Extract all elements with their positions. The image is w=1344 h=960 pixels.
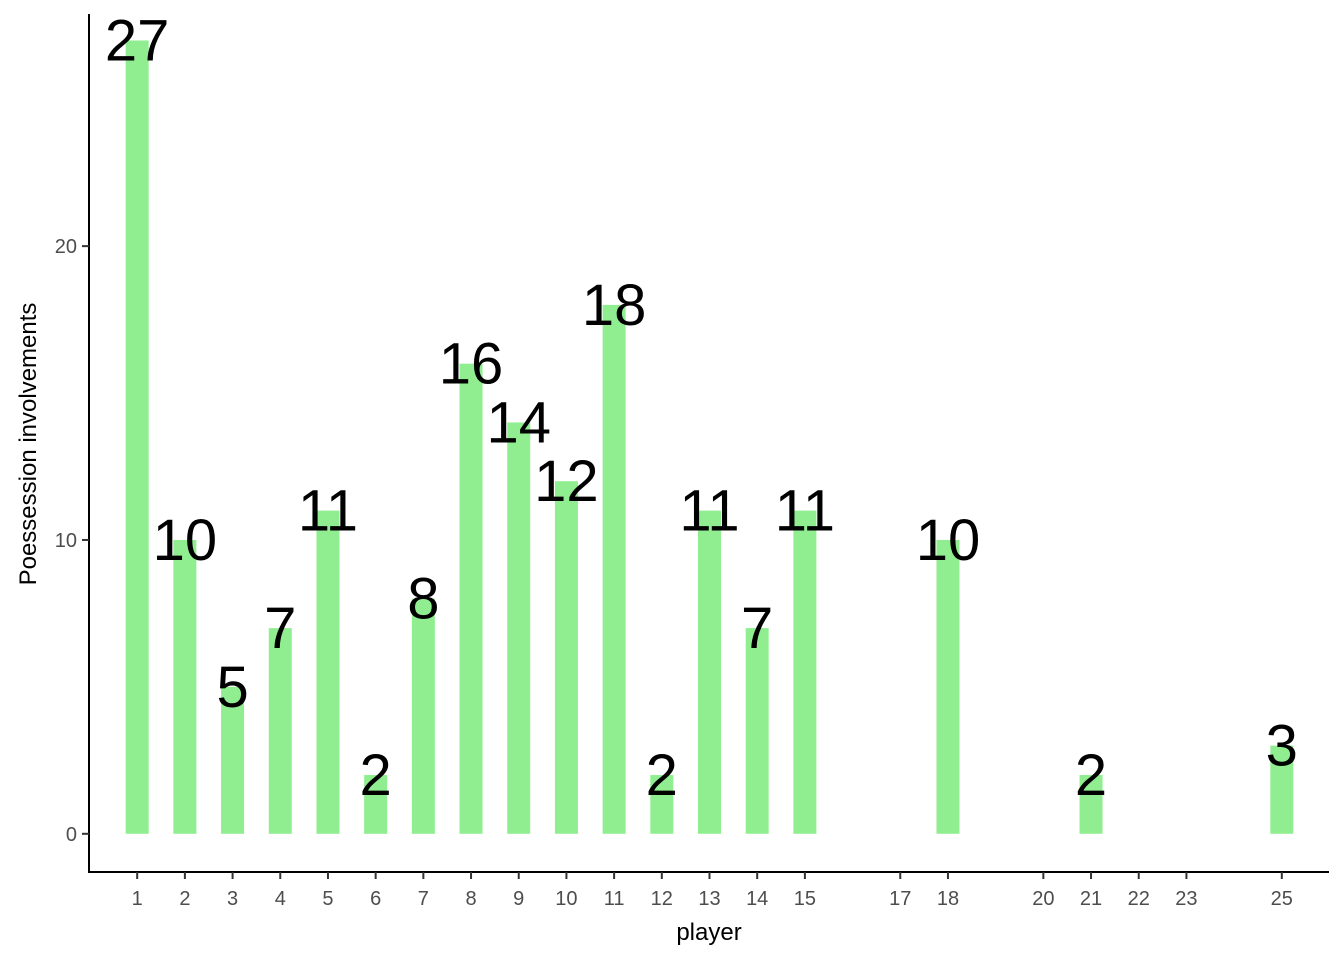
x-tick-label: 3 bbox=[227, 888, 238, 910]
y-axis-title: Poessession involvements bbox=[15, 303, 42, 586]
bar-player-14 bbox=[745, 628, 769, 834]
y-ticks-group: 0 10 20 bbox=[55, 236, 89, 846]
bar-player-13 bbox=[698, 510, 721, 834]
data-label-player-25: 3 bbox=[1266, 714, 1298, 779]
data-label-player-5: 11 bbox=[298, 479, 358, 544]
x-ticks-group: 1 2 3 4 5 6 7 8 9 10 11 12 13 14 15 17 18 20 21 22 23 25 bbox=[132, 872, 1293, 910]
data-label-player-13: 11 bbox=[679, 479, 739, 544]
data-label-player-7: 8 bbox=[407, 567, 439, 632]
x-tick-label: 14 bbox=[746, 888, 768, 910]
data-label-player-18: 10 bbox=[916, 508, 981, 573]
x-tick-label: 17 bbox=[889, 888, 911, 910]
bar-player-2 bbox=[173, 539, 197, 834]
x-tick-label: 25 bbox=[1271, 888, 1293, 910]
bar-player-18 bbox=[936, 539, 960, 834]
x-tick-label: 10 bbox=[555, 888, 577, 910]
bar-player-25 bbox=[1270, 745, 1294, 834]
y-tick-label: 20 bbox=[55, 236, 77, 258]
x-tick-label: 12 bbox=[651, 888, 673, 910]
bar-player-15 bbox=[793, 510, 817, 834]
x-tick-label: 7 bbox=[418, 888, 429, 910]
x-tick-label: 9 bbox=[513, 888, 524, 910]
x-tick-label: 13 bbox=[698, 888, 720, 910]
bar-player-11 bbox=[602, 304, 626, 834]
x-tick-label: 21 bbox=[1080, 888, 1102, 910]
data-label-player-9: 14 bbox=[486, 390, 551, 455]
bars-group bbox=[125, 40, 1294, 834]
data-label-player-14: 7 bbox=[741, 596, 773, 661]
bar-player-4 bbox=[268, 628, 292, 834]
bar-player-6 bbox=[364, 775, 388, 834]
x-tick-label: 15 bbox=[794, 888, 816, 910]
data-label-player-6: 2 bbox=[360, 743, 392, 808]
x-tick-label: 11 bbox=[604, 888, 625, 910]
data-label-player-2: 10 bbox=[153, 508, 218, 573]
x-tick-label: 22 bbox=[1128, 888, 1150, 910]
x-axis-title: player bbox=[676, 919, 741, 946]
data-label-player-15: 11 bbox=[775, 479, 835, 544]
bar-player-1 bbox=[125, 40, 149, 834]
bar-player-10 bbox=[554, 481, 578, 834]
data-label-player-11: 18 bbox=[582, 273, 647, 338]
x-tick-label: 4 bbox=[275, 888, 286, 910]
x-tick-label: 6 bbox=[370, 888, 381, 910]
x-tick-label: 18 bbox=[937, 888, 959, 910]
data-label-player-1: 27 bbox=[105, 8, 170, 73]
data-label-player-4: 7 bbox=[264, 596, 296, 661]
x-tick-label: 20 bbox=[1032, 888, 1054, 910]
x-tick-label: 1 bbox=[132, 888, 143, 910]
bar-player-21 bbox=[1079, 775, 1103, 834]
x-tick-label: 8 bbox=[465, 888, 476, 910]
data-label-player-8: 16 bbox=[439, 332, 504, 397]
x-tick-label: 5 bbox=[322, 888, 333, 910]
x-tick-label: 2 bbox=[179, 888, 190, 910]
y-tick-label: 0 bbox=[66, 824, 77, 846]
data-label-player-3: 5 bbox=[216, 655, 248, 720]
data-label-player-21: 2 bbox=[1075, 743, 1107, 808]
bar-player-5 bbox=[316, 510, 340, 834]
data-label-player-12: 2 bbox=[646, 743, 678, 808]
bar-player-9 bbox=[507, 422, 531, 834]
data-label-player-10: 12 bbox=[534, 449, 599, 514]
bar-player-7 bbox=[411, 598, 435, 834]
bar-player-12 bbox=[650, 775, 674, 834]
y-tick-label: 10 bbox=[55, 530, 77, 552]
x-tick-label: 23 bbox=[1175, 888, 1197, 910]
bar-player-8 bbox=[459, 363, 483, 834]
bar-player-3 bbox=[221, 686, 245, 834]
